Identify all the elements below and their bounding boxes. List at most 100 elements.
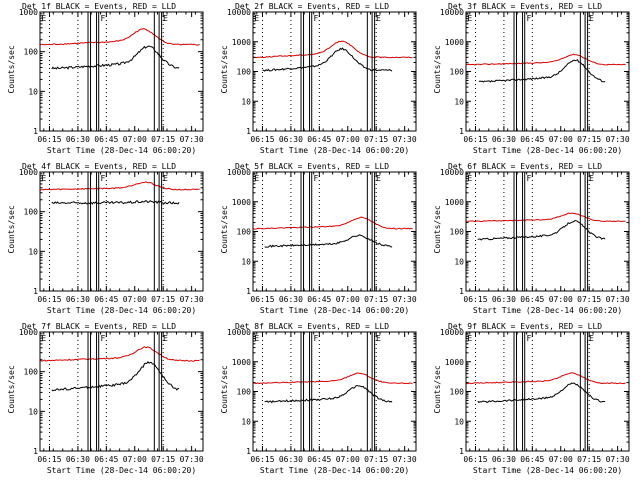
marker-label: E [41, 174, 46, 183]
chart-panel-5: Det 5f BLACK = Events, RED = LLD Counts/s… [220, 162, 417, 315]
y-tick-label: 1000 [445, 198, 464, 207]
events-series-line [51, 45, 180, 70]
y-tick-label: 100 [24, 208, 39, 217]
x-tick-label: 06:30 [279, 135, 303, 144]
x-tick-label: 06:15 [250, 455, 274, 464]
x-tick-label: 06:15 [37, 455, 61, 464]
marker-label: F [527, 174, 532, 183]
x-tick-label: 06:15 [37, 295, 61, 304]
y-tick-label: 1000 [445, 38, 464, 47]
y-tick-label: 1 [246, 287, 251, 296]
events-series-line [51, 360, 180, 392]
marker-label: E [467, 174, 472, 183]
plot-frame [465, 331, 630, 452]
y-tick-label: 100 [237, 228, 252, 237]
x-tick-label: 07:00 [123, 295, 147, 304]
x-axis-label: Start Time (28-Dec-14 06:00:20) [260, 306, 409, 315]
marker-label: E [376, 14, 381, 23]
plot-frame [465, 11, 630, 132]
x-tick-label: 06:30 [279, 295, 303, 304]
lld-series-line [466, 212, 626, 223]
x-tick-label: 07:00 [549, 295, 573, 304]
y-tick-label: 10 [241, 417, 251, 426]
y-tick-label: 1000 [19, 328, 38, 337]
marker-label: E [589, 14, 594, 23]
chart-panel-7: Det 7f BLACK = Events, RED = LLD Counts/s… [7, 322, 204, 475]
x-tick-label: 06:15 [37, 135, 61, 144]
x-tick-label: 06:15 [250, 295, 274, 304]
x-axis-label: Start Time (28-Dec-14 06:00:20) [473, 146, 622, 155]
y-tick-label: 1 [33, 287, 38, 296]
chart-panel-8: Det 8f BLACK = Events, RED = LLD Counts/s… [220, 322, 417, 475]
marker-label: F [314, 174, 319, 183]
x-tick-label: 07:15 [364, 135, 388, 144]
y-tick-label: 100 [450, 68, 465, 77]
x-tick-label: 07:00 [336, 455, 360, 464]
plot-frame [39, 11, 204, 132]
y-tick-label: 10 [28, 247, 38, 256]
x-tick-label: 06:30 [492, 295, 516, 304]
x-tick-label: 07:30 [606, 135, 630, 144]
x-tick-label: 06:30 [492, 135, 516, 144]
y-tick-label: 1000 [232, 198, 251, 207]
marker-label: E [376, 334, 381, 343]
x-axis-label: Start Time (28-Dec-14 06:00:20) [473, 306, 622, 315]
y-axis-label: Counts/sec [220, 45, 229, 93]
y-tick-label: 100 [237, 388, 252, 397]
y-tick-label: 10000 [440, 168, 464, 177]
y-tick-label: 10 [241, 97, 251, 106]
events-series-line [477, 219, 606, 241]
x-tick-label: 07:30 [393, 135, 417, 144]
x-axis-label: Start Time (28-Dec-14 06:00:20) [47, 306, 196, 315]
y-tick-label: 10000 [227, 328, 251, 337]
x-tick-label: 06:45 [307, 135, 331, 144]
plot-frame [39, 171, 204, 292]
chart-title: Det 7f BLACK = Events, RED = LLD [22, 322, 176, 331]
x-tick-label: 07:15 [577, 455, 601, 464]
lld-series-line [253, 372, 413, 385]
events-series-line [264, 234, 393, 248]
lld-series-line [40, 346, 200, 362]
y-axis-label: Counts/sec [433, 45, 442, 93]
y-tick-label: 10 [241, 257, 251, 266]
events-series-line [262, 47, 393, 72]
chart-title: Det 2f BLACK = Events, RED = LLD [235, 2, 389, 11]
x-tick-label: 07:15 [151, 455, 175, 464]
marker-label: E [163, 14, 168, 23]
x-tick-label: 07:30 [180, 295, 204, 304]
lld-series-line [253, 40, 413, 59]
events-series-line [477, 382, 606, 404]
lld-series-line [40, 28, 200, 46]
x-tick-label: 07:15 [151, 295, 175, 304]
y-tick-label: 1 [33, 127, 38, 136]
chart-title: Det 1f BLACK = Events, RED = LLD [22, 2, 176, 11]
x-tick-label: 07:15 [577, 295, 601, 304]
x-tick-label: 06:30 [66, 135, 90, 144]
y-tick-label: 1 [459, 447, 464, 456]
plot-frame [465, 171, 630, 292]
marker-label: E [163, 174, 168, 183]
events-series-line [478, 59, 606, 83]
x-tick-label: 06:45 [307, 295, 331, 304]
x-tick-label: 07:00 [336, 135, 360, 144]
plot-frame [252, 11, 417, 132]
y-tick-label: 10000 [227, 8, 251, 17]
y-tick-label: 10 [28, 87, 38, 96]
x-tick-label: 06:30 [66, 455, 90, 464]
marker-label: E [589, 334, 594, 343]
x-tick-label: 07:15 [364, 295, 388, 304]
y-tick-label: 100 [450, 388, 465, 397]
y-tick-label: 10000 [440, 328, 464, 337]
x-tick-label: 07:30 [606, 295, 630, 304]
x-tick-label: 06:45 [520, 295, 544, 304]
marker-label: F [101, 334, 106, 343]
x-tick-label: 07:00 [123, 135, 147, 144]
y-tick-label: 1 [246, 447, 251, 456]
y-axis-label: Counts/sec [7, 45, 16, 93]
x-tick-label: 07:30 [393, 295, 417, 304]
plot-frame [252, 171, 417, 292]
chart-title: Det 4f BLACK = Events, RED = LLD [22, 162, 176, 171]
chart-title: Det 6f BLACK = Events, RED = LLD [448, 162, 602, 171]
y-tick-label: 100 [237, 68, 252, 77]
